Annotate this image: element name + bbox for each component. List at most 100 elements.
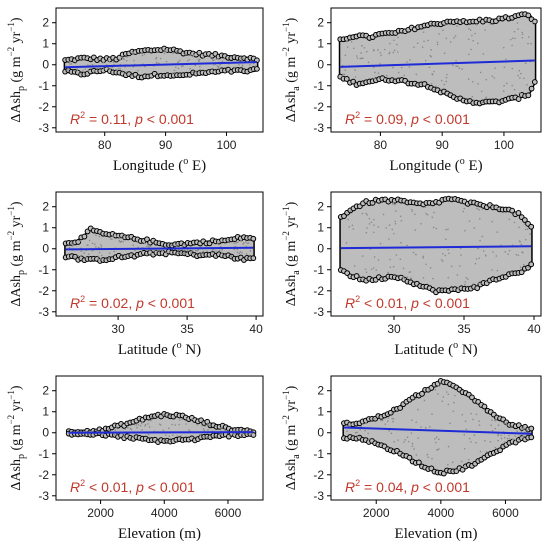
data-point: [144, 425, 146, 427]
y-tick-label: -3: [313, 489, 324, 503]
data-point: [77, 255, 80, 257]
data-point: [224, 427, 226, 430]
x-axis-label: Elevation (m): [395, 526, 478, 542]
data-point: [379, 52, 382, 54]
y-axis-label-close: ): [284, 201, 299, 206]
plot-frame: [330, 7, 542, 133]
data-point: [79, 72, 81, 75]
data-point: [436, 448, 439, 451]
data-point: [224, 254, 226, 256]
data-point: [515, 96, 522, 102]
data-point: [491, 75, 494, 77]
data-point: [513, 30, 516, 33]
data-point: [476, 42, 479, 45]
data-point: [406, 454, 413, 461]
data-point: [85, 256, 87, 259]
data-point: [113, 433, 116, 436]
data-point: [161, 249, 164, 252]
data-point: [139, 424, 142, 427]
data-point: [123, 434, 125, 437]
data-point: [171, 72, 174, 75]
data-point: [171, 423, 174, 426]
data-point: [251, 69, 254, 72]
data-point: [515, 210, 522, 216]
data-point: [449, 41, 452, 43]
data-point: [203, 429, 206, 432]
data-point: [457, 287, 460, 289]
data-point: [365, 50, 368, 53]
data-point: [474, 32, 476, 35]
data-point: [518, 240, 521, 242]
data-point: [83, 252, 85, 254]
data-point: [417, 408, 419, 411]
data-point: [238, 252, 241, 255]
x-tick-label: 6000: [492, 506, 519, 520]
y-tick-label: -1: [313, 263, 324, 277]
data-point: [227, 240, 230, 243]
y-axis-label-mid: yr: [9, 215, 24, 231]
data-point: [521, 427, 523, 429]
x-tick-label: 40: [527, 322, 541, 336]
y-axis-label-sub: a: [291, 454, 302, 459]
data-point: [70, 63, 73, 65]
data-point: [399, 215, 402, 218]
data-point: [477, 83, 479, 85]
data-point: [497, 439, 499, 442]
data-point: [435, 436, 438, 438]
data-point: [416, 42, 419, 45]
r2-value: = 0.04,: [360, 479, 411, 495]
data-point: [521, 36, 524, 39]
data-point: [482, 53, 485, 55]
y-axis-label-units: (g m: [9, 56, 24, 86]
data-point: [509, 38, 512, 41]
data-point: [245, 253, 248, 255]
data-point: [157, 50, 159, 53]
y-tick-label: -1: [313, 447, 324, 461]
y-axis-label-sub: p: [16, 86, 27, 91]
scatter-cloud: [62, 225, 257, 264]
data-point: [125, 59, 128, 62]
data-point: [202, 250, 205, 253]
data-point: [424, 206, 427, 208]
data-point: [150, 245, 152, 247]
data-point: [400, 219, 403, 222]
data-point: [377, 259, 380, 261]
y-axis-label-units: (g m: [9, 424, 24, 454]
data-point: [423, 399, 426, 402]
data-point: [426, 453, 429, 456]
data-point: [478, 257, 480, 259]
data-point: [136, 426, 138, 429]
data-point: [140, 51, 143, 54]
data-point: [217, 58, 219, 60]
data-point: [469, 29, 472, 31]
data-point: [189, 67, 191, 70]
data-point: [226, 68, 228, 71]
stats-annotation: R2 = 0.02, p < 0.001: [70, 294, 195, 311]
data-point: [431, 73, 434, 76]
data-point: [441, 400, 444, 403]
data-point: [210, 251, 213, 254]
y-tick-label: 0: [42, 426, 49, 440]
data-point: [83, 57, 86, 60]
data-point: [422, 255, 425, 258]
y-tick-label: 2: [42, 384, 49, 398]
data-point: [485, 451, 488, 453]
y-axis-label-exp: −1: [281, 22, 291, 32]
panel-top-right: -3 -2 -1 0 1 2 80 90 100 Longitude (o E) ΔAsha (g …: [281, 7, 542, 174]
data-point: [513, 88, 516, 91]
data-point: [76, 67, 78, 70]
y-tick-label: -1: [38, 79, 49, 93]
p-label: p: [135, 479, 144, 495]
data-point: [524, 427, 526, 430]
data-point: [478, 420, 480, 422]
x-tick-label: 6000: [215, 506, 242, 520]
data-point: [236, 251, 239, 254]
data-point: [108, 60, 111, 63]
x-axis-label-sup: o: [453, 340, 458, 351]
data-point: [103, 68, 105, 70]
data-point: [87, 69, 89, 72]
data-point: [391, 228, 394, 231]
data-point: [236, 69, 239, 71]
data-point: [367, 61, 370, 64]
p-value: < 0.001: [144, 479, 195, 495]
